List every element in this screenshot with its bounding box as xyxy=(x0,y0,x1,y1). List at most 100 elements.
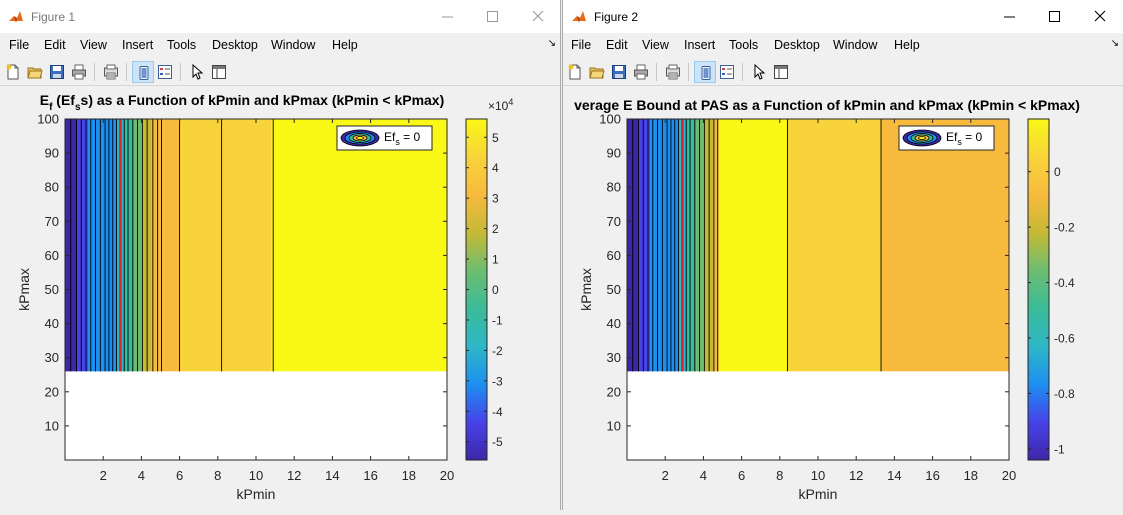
property-editor-button[interactable] xyxy=(770,61,792,83)
print-button[interactable] xyxy=(630,61,652,83)
menu-window[interactable]: Window xyxy=(271,38,316,52)
menu-insert[interactable]: Insert xyxy=(684,38,716,52)
figure-canvas[interactable]: 2 4 6 8 10 12 14 16 18 20 10 20 30 40 50 60 70 80 90 100 kPm… xyxy=(563,86,1123,510)
matlab-icon xyxy=(572,11,586,23)
colorbar-tick-label: 0 xyxy=(492,283,499,297)
menu-tools[interactable]: Tools xyxy=(729,38,759,52)
minimize-button[interactable] xyxy=(427,5,467,29)
title-subscript: s xyxy=(75,102,81,113)
pointer-icon xyxy=(192,64,204,80)
save-button[interactable] xyxy=(46,61,68,83)
open-file-icon xyxy=(27,67,43,79)
menu-view[interactable]: View xyxy=(642,38,669,52)
figure-canvas[interactable]: 2 4 6 8 10 12 14 16 18 20 10 20 30 40 50 60 70 80 90 100 kPm… xyxy=(0,86,561,510)
maximize-button[interactable] xyxy=(472,5,512,29)
x-axis-label: kPmin xyxy=(237,486,276,502)
menu-file[interactable]: File xyxy=(9,38,30,52)
menu-insert[interactable]: Insert xyxy=(122,38,154,52)
x-tick-label: 4 xyxy=(138,468,145,483)
contour-band xyxy=(141,119,152,372)
link-plot-icon xyxy=(139,66,149,80)
maximize-icon xyxy=(1049,11,1060,22)
insert-legend-button[interactable] xyxy=(154,61,176,83)
property-editor-icon xyxy=(774,65,788,79)
y-tick-label: 80 xyxy=(45,180,59,195)
minimize-icon xyxy=(1004,16,1015,18)
new-figure-button[interactable] xyxy=(564,61,586,83)
menu-window[interactable]: Window xyxy=(833,38,878,52)
contour-band xyxy=(126,119,135,372)
menu-dock-arrow-icon[interactable]: ↘ xyxy=(547,38,556,49)
chart-title: verage E Bound at PAS as a Function of k… xyxy=(574,97,1080,113)
x-tick-label: 6 xyxy=(176,468,183,483)
menu-desktop[interactable]: Desktop xyxy=(774,38,820,52)
y-tick-label: 90 xyxy=(45,146,59,161)
menu-tools[interactable]: Tools xyxy=(167,38,197,52)
exponent-power: 4 xyxy=(508,97,513,107)
property-editor-button[interactable] xyxy=(208,61,230,83)
contour-band xyxy=(703,119,714,372)
title-bar[interactable]: Figure 1 xyxy=(0,0,560,33)
save-button[interactable] xyxy=(608,61,630,83)
menu-help[interactable]: Help xyxy=(332,38,358,52)
x-tick-label: 18 xyxy=(402,468,416,483)
close-button[interactable] xyxy=(1080,5,1120,29)
pointer-button[interactable] xyxy=(748,61,770,83)
y-axis-label: kPmax xyxy=(16,268,32,311)
figure-toolbar xyxy=(0,59,560,86)
link-plot-button[interactable] xyxy=(132,61,154,83)
legend-label: Efs = 0 xyxy=(384,130,421,147)
menu-view[interactable]: View xyxy=(80,38,107,52)
close-icon xyxy=(532,10,544,22)
x-tick-label: 2 xyxy=(662,468,669,483)
open-file-button[interactable] xyxy=(24,61,46,83)
x-tick-label: 6 xyxy=(738,468,745,483)
x-tick-label: 14 xyxy=(325,468,339,483)
print-preview-button[interactable] xyxy=(100,61,122,83)
menu-dock-arrow-icon[interactable]: ↘ xyxy=(1110,38,1119,49)
maximize-button[interactable] xyxy=(1034,5,1074,29)
menu-edit[interactable]: Edit xyxy=(606,38,628,52)
title-part: E xyxy=(40,92,49,108)
window-title: Figure 1 xyxy=(31,10,76,24)
figure-window-2: Figure 2 File Edit View Insert Tools Des… xyxy=(562,0,1123,510)
pointer-button[interactable] xyxy=(186,61,208,83)
legend-swatch xyxy=(918,136,926,140)
insert-legend-button[interactable] xyxy=(716,61,738,83)
close-button[interactable] xyxy=(518,5,558,29)
menu-help[interactable]: Help xyxy=(894,38,920,52)
legend-text: = 0 xyxy=(400,130,421,144)
open-file-button[interactable] xyxy=(586,61,608,83)
link-plot-button[interactable] xyxy=(694,61,716,83)
print-icon xyxy=(634,64,648,80)
contour-band xyxy=(718,119,788,372)
colorbar-tick-label: -0.6 xyxy=(1054,332,1075,346)
contour-band xyxy=(688,119,697,372)
insert-legend-icon xyxy=(158,65,172,79)
legend-subscript: s xyxy=(395,137,400,147)
colorbar-tick-label: -0.8 xyxy=(1054,387,1075,401)
colorbar-tick-label: 1 xyxy=(492,253,499,267)
print-preview-button[interactable] xyxy=(662,61,684,83)
legend-text: Ef xyxy=(384,130,396,144)
x-tick-label: 10 xyxy=(811,468,825,483)
minimize-button[interactable] xyxy=(989,5,1029,29)
x-tick-label: 10 xyxy=(249,468,263,483)
y-tick-label: 20 xyxy=(607,384,621,399)
y-tick-label: 40 xyxy=(45,316,59,331)
y-tick-label: 30 xyxy=(45,350,59,365)
title-bar[interactable]: Figure 2 xyxy=(563,0,1123,33)
new-figure-button[interactable] xyxy=(2,61,24,83)
y-tick-label: 30 xyxy=(607,350,621,365)
print-preview-icon xyxy=(666,64,680,80)
menu-edit[interactable]: Edit xyxy=(44,38,66,52)
legend-text: Ef xyxy=(946,130,958,144)
menu-bar: File Edit View Insert Tools Desktop Wind… xyxy=(563,35,1123,55)
insert-legend-icon xyxy=(720,65,734,79)
x-axis-label: kPmin xyxy=(799,486,838,502)
new-figure-icon xyxy=(6,64,19,80)
menu-desktop[interactable]: Desktop xyxy=(212,38,258,52)
print-button[interactable] xyxy=(68,61,90,83)
legend-swatch xyxy=(356,136,364,140)
menu-file[interactable]: File xyxy=(571,38,592,52)
